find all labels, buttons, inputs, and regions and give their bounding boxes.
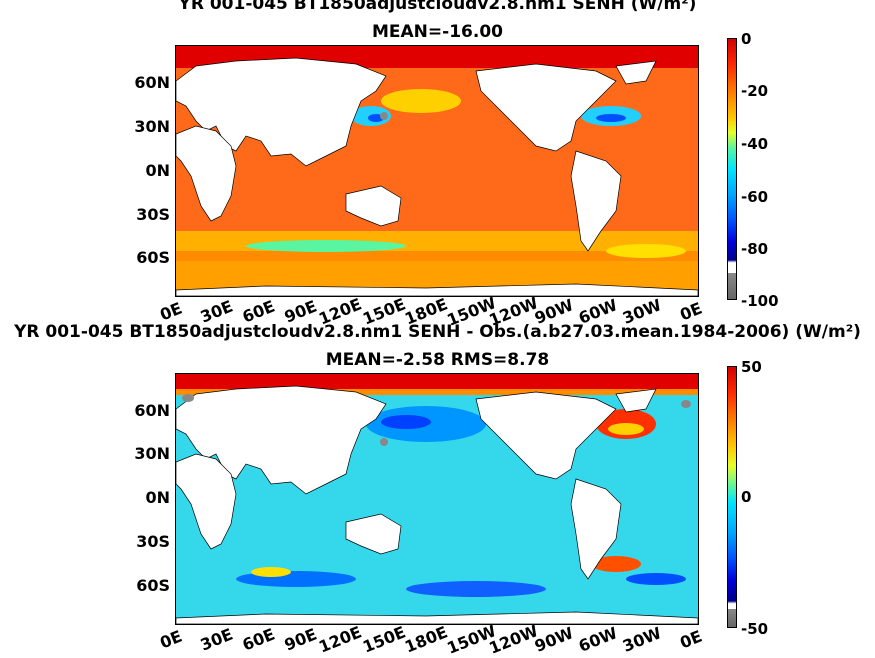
bottom-lon-label: 90W [531,623,577,656]
top-map [175,45,699,297]
bottom-colorbar-tick: 50 [741,358,762,376]
bottom-lon-label: 30W [619,623,665,656]
top-title: YR 001-045 BT1850adjustcloudv2.8.nm1 SEN… [178,0,697,14]
top-lat-label: 30N [134,117,170,136]
bottom-lat-label: 60N [134,401,170,420]
top-lon-label: 0E [677,298,705,325]
bottom-lon-label: 60W [575,623,621,656]
bottom-colorbar-tick: 0 [741,488,752,506]
top-colorbar-tick: 0 [741,30,752,48]
bottom-lat-label: 30N [134,444,170,463]
bottom-lat-label: 30S [136,532,170,551]
bottom-subtitle: MEAN=-2.58 RMS=8.78 [325,350,550,370]
bottom-lon-label: 90E [281,624,320,655]
bottom-lon-label: 0E [157,626,185,653]
bottom-colorbar [727,366,737,628]
top-colorbar [727,38,737,300]
top-colorbar-tick: -20 [741,82,769,100]
top-colorbar-tick: -80 [741,240,769,258]
bottom-lon-label: 120E [316,622,365,657]
top-colorbar-tick: -100 [741,292,779,310]
bottom-lon-label: 30E [197,624,236,655]
top-subtitle: MEAN=-16.00 [372,22,503,42]
bottom-lat-label: 60S [136,576,170,595]
top-colorbar-tick: -40 [741,135,769,153]
bottom-lon-label: 60E [239,624,278,655]
top-lat-label: 0N [145,161,170,180]
bottom-title: YR 001-045 BT1850adjustcloudv2.8.nm1 SEN… [14,322,861,342]
top-lon-label: 0E [157,298,185,325]
bottom-map [175,373,699,625]
top-lat-label: 30S [136,205,170,224]
bottom-colorbar-tick: -50 [741,620,769,638]
bottom-lon-label: 150E [360,622,409,657]
top-lat-label: 60S [136,248,170,267]
bottom-lon-label: 0E [677,626,705,653]
top-colorbar-tick: -60 [741,188,769,206]
top-lat-label: 60N [134,73,170,92]
bottom-lat-label: 0N [145,488,170,507]
